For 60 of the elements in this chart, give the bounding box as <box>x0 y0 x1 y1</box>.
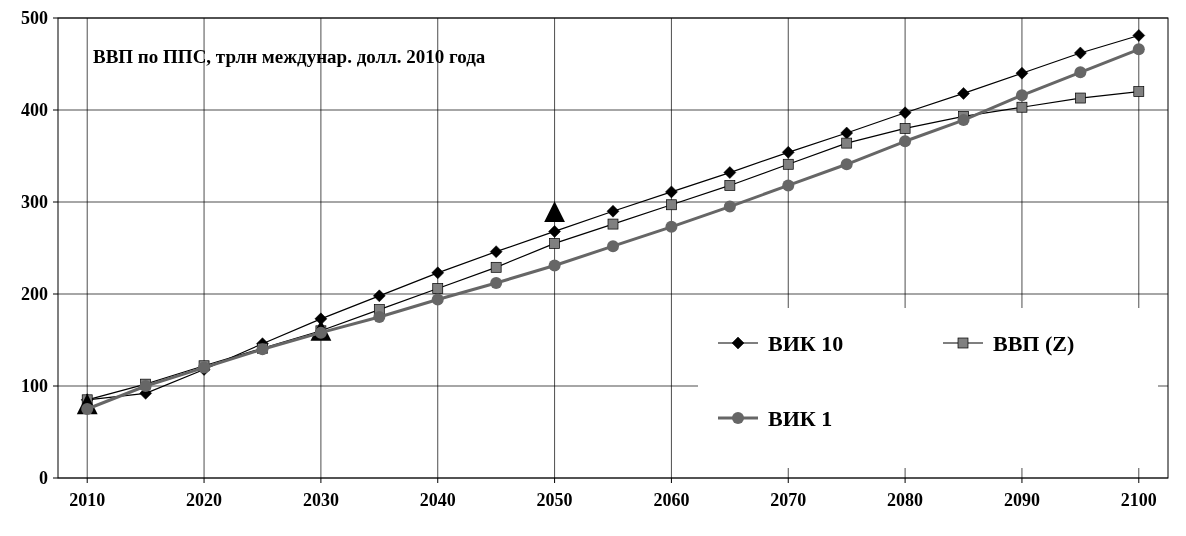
point <box>724 180 736 191</box>
x-tick-label: 2060 <box>653 490 690 510</box>
text: ВВП по ППС, трлн междунар. долл. 2010 года <box>93 46 486 67</box>
point <box>665 185 678 199</box>
y-tick-label: 0 <box>39 468 48 489</box>
point <box>490 276 503 289</box>
point <box>841 137 853 149</box>
point <box>898 106 912 120</box>
point <box>548 225 561 238</box>
x-tick-label: 2040 <box>419 490 456 510</box>
point <box>431 266 444 280</box>
point <box>666 199 677 211</box>
y-tick-label: 200 <box>21 284 48 305</box>
point <box>489 245 503 258</box>
point <box>1132 29 1146 42</box>
y-tick-label: 300 <box>21 192 48 213</box>
point <box>548 259 561 272</box>
point <box>373 289 386 303</box>
x-tick-label: 2020 <box>186 490 223 510</box>
point <box>373 311 386 323</box>
x-tick-label: 2050 <box>536 490 573 510</box>
x-tick-label: 2100 <box>1120 490 1157 510</box>
point <box>1015 66 1029 80</box>
point <box>782 179 795 192</box>
point <box>432 283 444 294</box>
point <box>840 158 853 171</box>
y-tick-label: 500 <box>21 8 48 29</box>
point <box>431 293 444 306</box>
point <box>782 158 794 170</box>
point <box>899 123 911 134</box>
point <box>607 218 619 230</box>
point <box>899 135 912 148</box>
point <box>606 204 620 218</box>
legend-label: ВВП (Z) <box>993 330 1075 356</box>
x-tick-label: 2030 <box>302 490 339 510</box>
point <box>957 87 970 100</box>
point <box>723 166 737 179</box>
x-tick-label: 2080 <box>887 490 924 510</box>
point <box>1074 46 1087 60</box>
legend-label: ВИК 10 <box>768 330 844 356</box>
x-tick-label: 2070 <box>770 490 807 510</box>
point <box>1016 101 1028 113</box>
point <box>1133 86 1145 97</box>
point <box>665 220 678 233</box>
point <box>607 240 619 253</box>
y-tick-label: 100 <box>21 376 48 397</box>
point <box>1015 89 1028 102</box>
point <box>840 126 853 140</box>
point <box>723 200 736 213</box>
point <box>1132 43 1145 56</box>
legend-label: ВИК 1 <box>768 405 833 431</box>
point <box>1074 66 1087 79</box>
point <box>957 114 970 127</box>
point <box>1075 92 1086 104</box>
y-tick-label: 400 <box>21 100 48 121</box>
point <box>782 146 795 159</box>
x-tick-label: 2090 <box>1003 490 1040 510</box>
x-tick-label: 2010 <box>69 490 106 510</box>
point <box>549 238 560 249</box>
point <box>490 261 502 273</box>
